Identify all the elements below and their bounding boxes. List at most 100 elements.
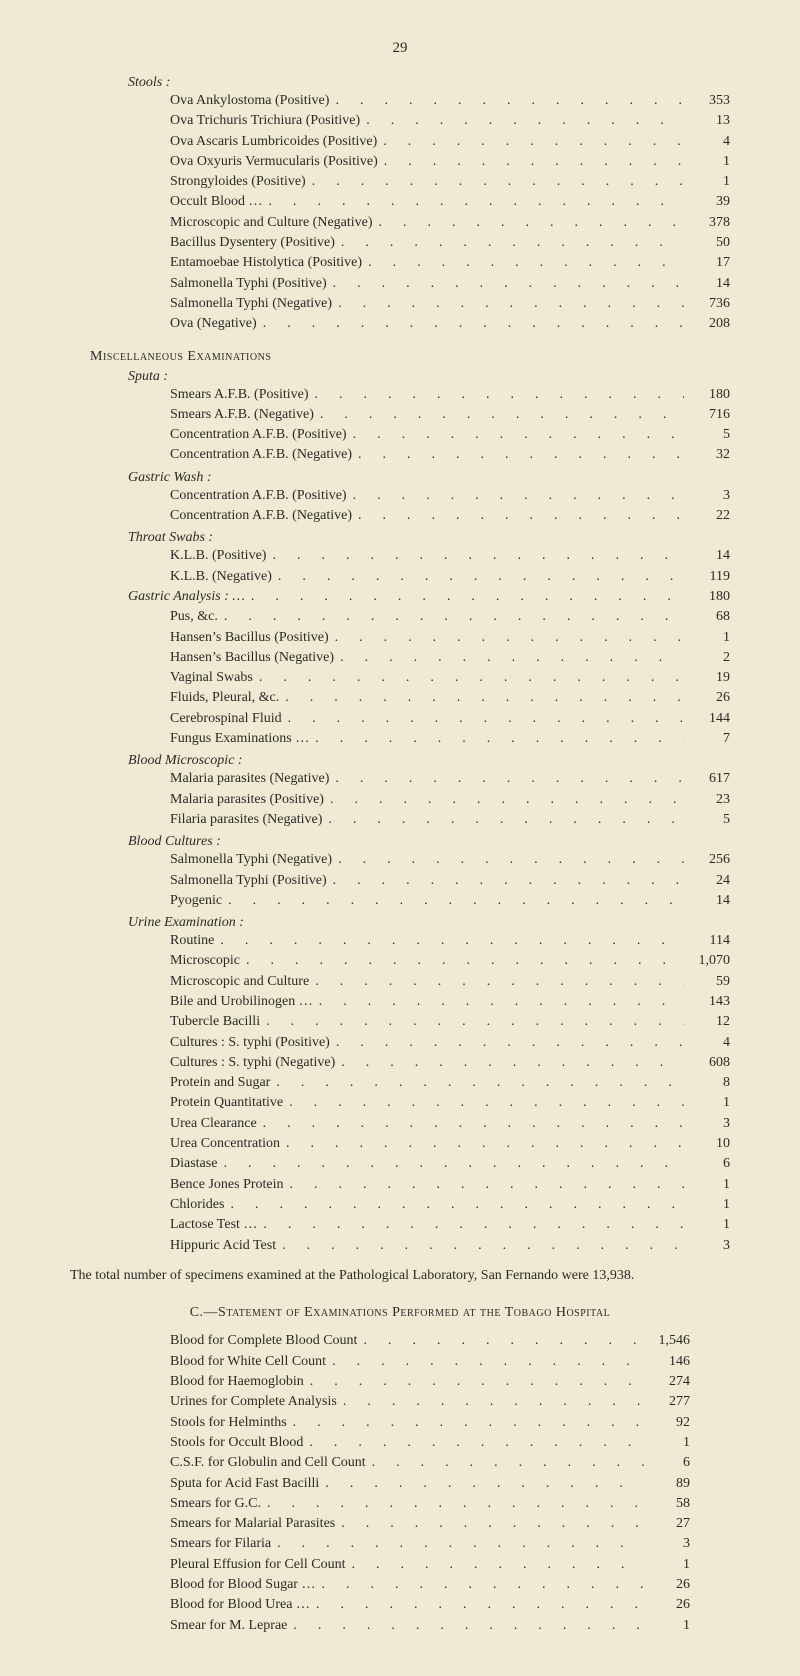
row-label: Ova Trichuris Trichiura (Positive)	[170, 111, 360, 131]
leader-dots	[228, 891, 684, 911]
row-value: 146	[650, 1352, 690, 1372]
leader-dots	[293, 1413, 644, 1433]
row-label: K.L.B. (Negative)	[170, 567, 272, 587]
row-label: Stools for Helminths	[170, 1413, 287, 1433]
row-label: Salmonella Typhi (Positive)	[170, 871, 327, 891]
leader-dots	[335, 91, 684, 111]
row-label: Pleural Effusion for Cell Count	[170, 1555, 346, 1575]
row-label: Ova Oxyuris Vermucularis (Positive)	[170, 152, 378, 172]
row-value: 1	[650, 1433, 690, 1453]
data-row: Blood for Haemoglobin274	[170, 1372, 690, 1392]
data-row: Ova Trichuris Trichiura (Positive) 13	[70, 111, 730, 131]
leader-dots	[321, 1575, 644, 1595]
row-label: Salmonella Typhi (Negative)	[170, 850, 332, 870]
data-row: Bile and Urobilinogen …143	[70, 992, 730, 1012]
row-value: 1	[690, 1093, 730, 1113]
leader-dots	[335, 769, 684, 789]
data-row: Protein and Sugar8	[70, 1073, 730, 1093]
row-label: Pus, &c.	[170, 607, 218, 627]
row-label: Concentration A.F.B. (Negative)	[170, 506, 352, 526]
row-value: 14	[690, 546, 730, 566]
row-value: 119	[690, 567, 730, 587]
leader-dots	[277, 1534, 644, 1554]
row-label: Malaria parasites (Negative)	[170, 769, 329, 789]
row-label: C.S.F. for Globulin and Cell Count	[170, 1453, 366, 1473]
row-label: Smears for Filaria	[170, 1534, 271, 1554]
row-value: 26	[690, 688, 730, 708]
leader-dots	[259, 668, 684, 688]
row-value: 4	[690, 1033, 730, 1053]
leader-dots	[246, 951, 684, 971]
row-label: K.L.B. (Positive)	[170, 546, 266, 566]
group-heading: Blood Cultures :	[70, 834, 730, 850]
row-value: 10	[690, 1134, 730, 1154]
data-row: Urea Concentration10	[70, 1134, 730, 1154]
data-row: Sputa for Acid Fast Bacilli89	[170, 1474, 690, 1494]
leader-dots	[266, 1012, 684, 1032]
row-value: 26	[650, 1595, 690, 1615]
data-row: Salmonella Typhi (Negative)736	[70, 294, 730, 314]
data-row: Smears A.F.B. (Negative)716	[70, 405, 730, 425]
row-value: 1	[690, 152, 730, 172]
row-label: Ova Ascaris Lumbricoides (Positive)	[170, 132, 377, 152]
row-value: 208	[690, 314, 730, 334]
leader-dots	[272, 546, 684, 566]
leader-dots	[310, 1372, 644, 1392]
data-row: Filaria parasites (Negative)5	[70, 810, 730, 830]
row-label: Routine	[170, 931, 214, 951]
group-heading: Sputa :	[70, 369, 730, 385]
row-value: 1	[690, 628, 730, 648]
data-row: Urea Clearance3	[70, 1114, 730, 1134]
row-value: 1	[650, 1555, 690, 1575]
leader-dots	[315, 972, 684, 992]
row-label: Sputa for Acid Fast Bacilli	[170, 1474, 319, 1494]
leader-dots	[220, 931, 684, 951]
data-row: Salmonella Typhi (Positive)14	[70, 274, 730, 294]
group-heading: Blood Microscopic :	[70, 753, 730, 769]
leader-dots	[309, 1433, 644, 1453]
row-value: 7	[690, 729, 730, 749]
row-value: 13	[690, 111, 730, 131]
row-value: 58	[650, 1494, 690, 1514]
data-row: Occult Blood …39	[70, 192, 730, 212]
row-label: Smears A.F.B. (Positive)	[170, 385, 309, 405]
content-container: Stools :Ova Ankylostoma (Positive)353Ova…	[70, 75, 730, 1256]
row-value: 68	[690, 607, 730, 627]
row-value: 1	[690, 1215, 730, 1235]
data-row: Tubercle Bacilli12	[70, 1012, 730, 1032]
leader-dots	[358, 506, 684, 526]
leader-dots	[263, 1215, 684, 1235]
data-row: Protein Quantitative1	[70, 1093, 730, 1113]
leader-dots	[315, 385, 685, 405]
leader-dots	[263, 1114, 684, 1134]
row-value: 50	[690, 233, 730, 253]
row-label: Smears for G.C.	[170, 1494, 261, 1514]
data-row: Blood for Blood Sugar …26	[170, 1575, 690, 1595]
row-value: 8	[690, 1073, 730, 1093]
row-label: Smears for Malarial Parasites	[170, 1514, 335, 1534]
data-row: Concentration A.F.B. (Negative)22	[70, 506, 730, 526]
data-row: Microscopic1,070	[70, 951, 730, 971]
leader-dots	[263, 314, 684, 334]
row-label: Malaria parasites (Positive)	[170, 790, 324, 810]
leader-dots	[312, 172, 684, 192]
data-row: Concentration A.F.B. (Negative)32	[70, 445, 730, 465]
row-label: Vaginal Swabs	[170, 668, 253, 688]
data-row: Smears for Malarial Parasites27	[170, 1514, 690, 1534]
leader-dots	[340, 648, 684, 668]
row-value: 5	[690, 425, 730, 445]
row-value: 6	[690, 1154, 730, 1174]
leader-dots	[335, 628, 684, 648]
row-label: Blood for Complete Blood Count	[170, 1331, 357, 1351]
row-value: 59	[690, 972, 730, 992]
row-label: Microscopic	[170, 951, 240, 971]
data-row: Blood for Complete Blood Count1,546	[170, 1331, 690, 1351]
group-heading: Gastric Analysis : …	[128, 587, 245, 607]
row-label: Cultures : S. typhi (Negative)	[170, 1053, 335, 1073]
data-row: Vaginal Swabs19	[70, 668, 730, 688]
row-value: 736	[690, 294, 730, 314]
data-row: Bence Jones Protein1	[70, 1175, 730, 1195]
leader-dots	[358, 445, 684, 465]
data-row: Concentration A.F.B. (Positive)5	[70, 425, 730, 445]
group-heading: Gastric Wash :	[70, 470, 730, 486]
